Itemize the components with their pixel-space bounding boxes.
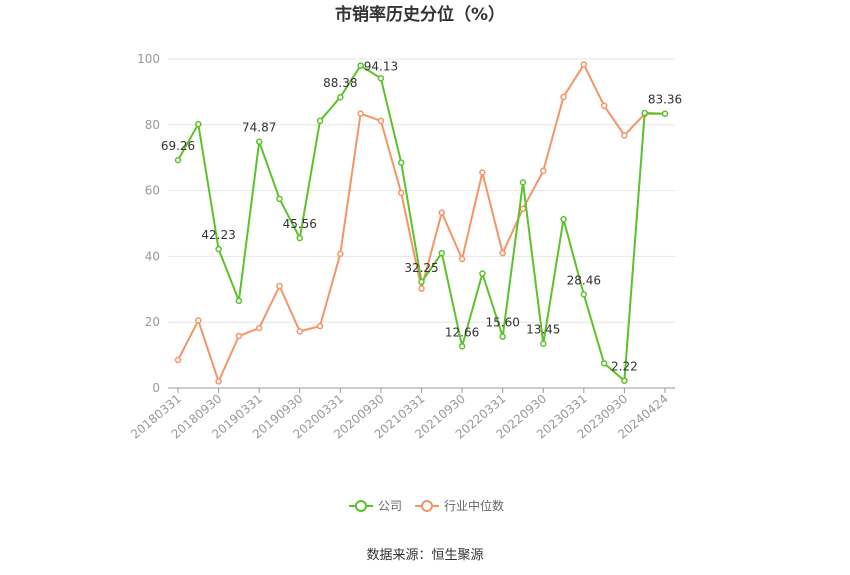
data-point (357, 62, 364, 69)
data-point (580, 291, 588, 298)
data-point (377, 117, 385, 125)
data-point (418, 285, 425, 292)
data-point (458, 255, 466, 263)
legend: 公司 行业中位数 (349, 498, 504, 513)
series-company (174, 62, 669, 384)
data-labels: 69.26 42.23 74.87 45.56 88.38 94.13 32.25 12.66… (161, 59, 682, 373)
data-point (560, 93, 567, 101)
y-tick-label: 60 (145, 184, 160, 198)
data-point (255, 324, 263, 332)
data-point (174, 156, 182, 164)
data-point (438, 249, 446, 257)
data-point (276, 282, 283, 290)
data-point (641, 109, 648, 117)
series-line (177, 64, 666, 382)
data-point (316, 322, 324, 330)
data-point (621, 377, 628, 384)
data-point (397, 189, 405, 197)
data-point (235, 297, 243, 305)
data-point (540, 340, 547, 347)
legend-marker (421, 500, 433, 512)
data-label: 42.23 (201, 228, 235, 242)
data-point (235, 332, 243, 340)
data-point (215, 245, 222, 253)
y-tick-label: 0 (152, 381, 160, 395)
y-tick-label: 80 (145, 118, 160, 132)
data-point (661, 110, 669, 117)
data-point (621, 132, 628, 139)
y-tick-label: 100 (137, 52, 160, 66)
data-point (377, 75, 385, 82)
series-industry-median (174, 61, 669, 385)
data-point (600, 102, 608, 109)
data-point (519, 179, 527, 186)
data-label: 74.87 (242, 121, 276, 135)
y-tick-label: 20 (145, 315, 160, 329)
data-label: 15.60 (485, 316, 519, 330)
y-tick-label: 40 (145, 249, 160, 263)
data-point (418, 278, 425, 286)
data-point (357, 110, 364, 117)
data-point (458, 343, 466, 350)
source-note: 数据来源：恒生聚源 (366, 548, 483, 563)
y-axis: 0 20 40 60 80 100 (137, 52, 160, 395)
data-point (438, 209, 446, 216)
data-point (479, 270, 486, 277)
legend-marker (355, 500, 367, 512)
data-point (479, 169, 486, 176)
legend-item-company: 公司 (349, 499, 402, 513)
data-label: 13.45 (526, 323, 560, 337)
data-label: 88.38 (323, 76, 357, 90)
data-label: 94.13 (364, 59, 398, 73)
data-point (560, 215, 567, 223)
data-label: 2.22 (611, 360, 638, 374)
legend-label: 行业中位数 (444, 498, 504, 513)
series-line (177, 63, 666, 383)
x-axis: 2018033120180930201903312019093020200331… (128, 387, 675, 442)
data-point (255, 138, 263, 145)
chart-title: 市销率历史分位（%） (335, 4, 505, 25)
data-point (215, 378, 222, 385)
data-label: 45.56 (283, 217, 317, 231)
data-point (540, 167, 547, 175)
data-point (195, 120, 202, 128)
data-label: 32.25 (404, 261, 438, 275)
data-point (174, 356, 182, 364)
legend-label: 公司 (378, 499, 402, 513)
data-point (337, 250, 344, 258)
data-label: 69.26 (161, 139, 195, 153)
data-point (499, 333, 506, 340)
series-layer (174, 61, 669, 385)
data-point (316, 117, 324, 125)
grid-lines (168, 58, 675, 389)
data-point (296, 328, 303, 335)
data-point (600, 360, 608, 367)
data-label: 12.66 (445, 325, 479, 339)
data-point (296, 234, 303, 242)
data-point (337, 93, 344, 101)
data-point (519, 205, 527, 212)
legend-item-industry-median: 行业中位数 (415, 498, 504, 513)
data-label: 28.46 (567, 273, 601, 287)
data-point (195, 317, 202, 324)
data-point (499, 249, 506, 257)
data-label: 83.36 (648, 93, 682, 107)
data-point (580, 61, 588, 68)
data-point (397, 159, 405, 166)
data-point (276, 195, 283, 203)
